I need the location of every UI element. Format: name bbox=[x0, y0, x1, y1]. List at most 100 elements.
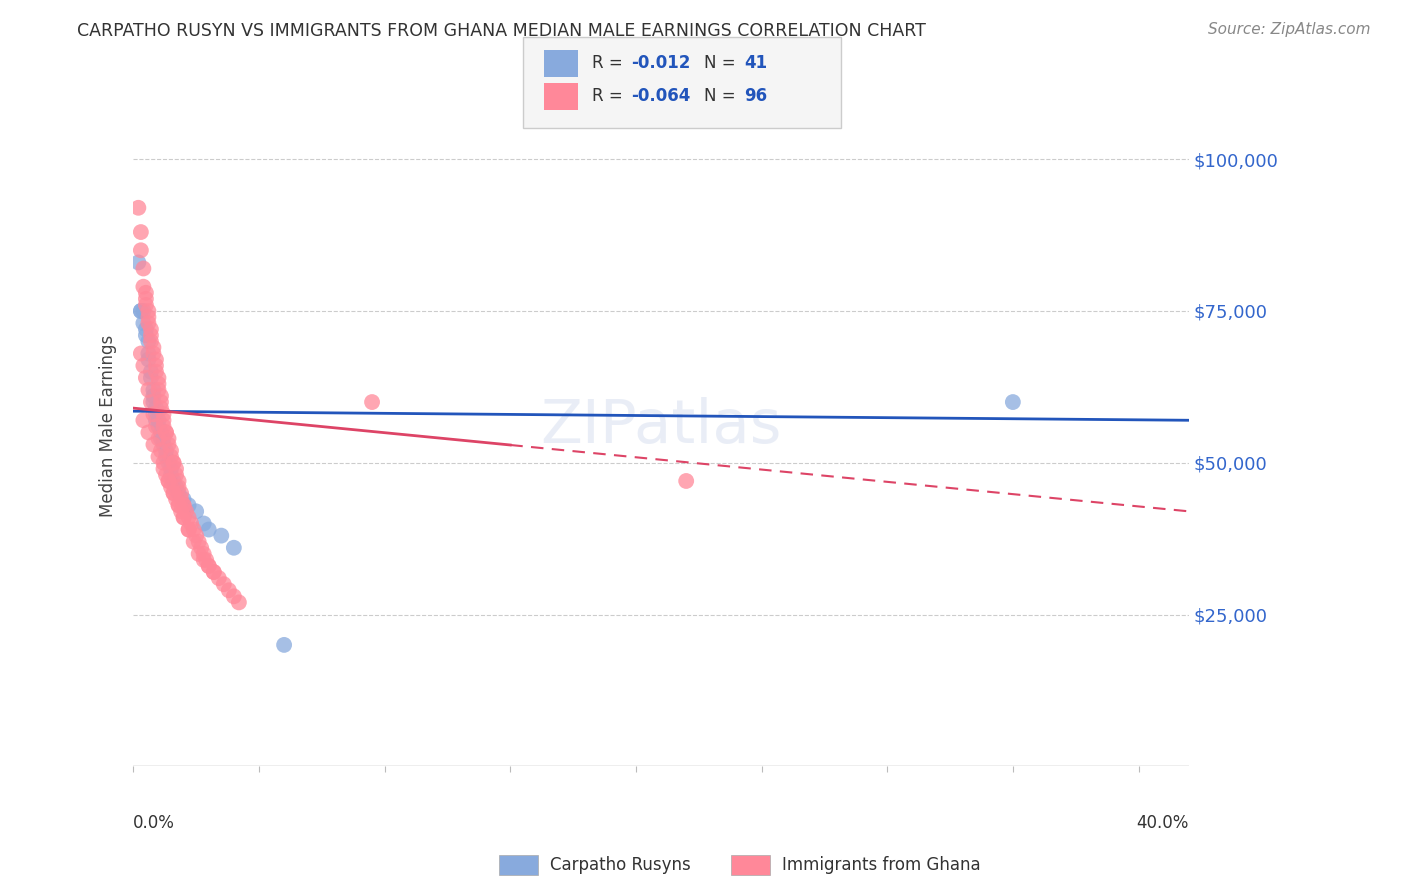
Point bbox=[129, 346, 152, 360]
Point bbox=[160, 443, 183, 458]
Point bbox=[142, 395, 165, 409]
Point bbox=[129, 304, 152, 318]
Point bbox=[142, 340, 165, 354]
Point bbox=[132, 279, 155, 293]
Point bbox=[157, 474, 180, 488]
Text: N =: N = bbox=[704, 87, 741, 105]
Point bbox=[186, 528, 208, 542]
Point bbox=[155, 450, 177, 464]
Text: 41: 41 bbox=[744, 54, 766, 72]
Point bbox=[157, 456, 180, 470]
Point bbox=[1001, 395, 1024, 409]
Point bbox=[160, 450, 183, 464]
Point bbox=[135, 298, 157, 312]
Point bbox=[148, 371, 170, 385]
Point bbox=[228, 595, 250, 609]
Point bbox=[186, 504, 208, 518]
Point bbox=[152, 437, 174, 451]
Point bbox=[273, 638, 295, 652]
Point bbox=[177, 523, 200, 537]
Point bbox=[173, 498, 195, 512]
Point bbox=[208, 571, 231, 585]
Text: Immigrants from Ghana: Immigrants from Ghana bbox=[782, 856, 980, 874]
Point bbox=[187, 547, 209, 561]
Point bbox=[145, 413, 167, 427]
Point bbox=[173, 492, 195, 507]
Point bbox=[202, 565, 225, 579]
Point bbox=[170, 492, 193, 507]
Text: Source: ZipAtlas.com: Source: ZipAtlas.com bbox=[1208, 22, 1371, 37]
Point bbox=[129, 304, 152, 318]
Point bbox=[127, 255, 149, 269]
Point bbox=[155, 443, 177, 458]
Point bbox=[152, 462, 174, 476]
Point bbox=[167, 498, 190, 512]
Point bbox=[142, 346, 165, 360]
Point bbox=[165, 462, 187, 476]
Point bbox=[138, 304, 160, 318]
Point bbox=[177, 510, 200, 524]
Point bbox=[174, 504, 197, 518]
Point bbox=[193, 516, 215, 531]
Point bbox=[222, 590, 245, 604]
Point bbox=[138, 334, 160, 349]
Point bbox=[132, 359, 155, 373]
Point bbox=[145, 407, 167, 421]
Point bbox=[170, 486, 193, 500]
Point bbox=[132, 304, 155, 318]
Point bbox=[135, 292, 157, 306]
Point bbox=[209, 528, 232, 542]
Point bbox=[145, 365, 167, 379]
Point bbox=[142, 389, 165, 403]
Text: Carpatho Rusyns: Carpatho Rusyns bbox=[550, 856, 690, 874]
Point bbox=[155, 467, 177, 482]
Point bbox=[162, 474, 184, 488]
Point bbox=[361, 395, 384, 409]
Point bbox=[145, 359, 167, 373]
Point bbox=[139, 371, 162, 385]
Point bbox=[135, 322, 157, 336]
Point bbox=[138, 383, 160, 397]
Point bbox=[197, 559, 219, 574]
Point bbox=[138, 352, 160, 367]
Point bbox=[173, 510, 195, 524]
Point bbox=[138, 316, 160, 330]
Point bbox=[155, 425, 177, 440]
Point bbox=[152, 413, 174, 427]
Point bbox=[149, 389, 172, 403]
Point bbox=[165, 492, 187, 507]
Point bbox=[157, 474, 180, 488]
Point bbox=[177, 523, 200, 537]
Point bbox=[132, 261, 155, 276]
Point bbox=[218, 583, 240, 598]
Point bbox=[155, 425, 177, 440]
Text: 96: 96 bbox=[744, 87, 766, 105]
Point bbox=[135, 285, 157, 300]
Point bbox=[162, 456, 184, 470]
Point bbox=[142, 383, 165, 397]
Point bbox=[145, 401, 167, 416]
Point bbox=[167, 486, 190, 500]
Point bbox=[160, 462, 183, 476]
Point bbox=[142, 407, 165, 421]
Point bbox=[138, 425, 160, 440]
Point bbox=[165, 480, 187, 494]
Text: ZIPatlas: ZIPatlas bbox=[540, 397, 782, 456]
Point bbox=[152, 432, 174, 446]
Point bbox=[152, 456, 174, 470]
Point bbox=[145, 352, 167, 367]
Point bbox=[183, 534, 205, 549]
Point bbox=[157, 432, 180, 446]
Point bbox=[180, 516, 202, 531]
Point bbox=[142, 437, 165, 451]
Point bbox=[148, 376, 170, 391]
Point bbox=[197, 523, 219, 537]
Point bbox=[127, 201, 149, 215]
Point bbox=[162, 486, 184, 500]
Point bbox=[195, 553, 218, 567]
Point bbox=[160, 480, 183, 494]
Point bbox=[187, 534, 209, 549]
Point bbox=[138, 310, 160, 324]
Point bbox=[193, 547, 215, 561]
Point bbox=[202, 565, 225, 579]
